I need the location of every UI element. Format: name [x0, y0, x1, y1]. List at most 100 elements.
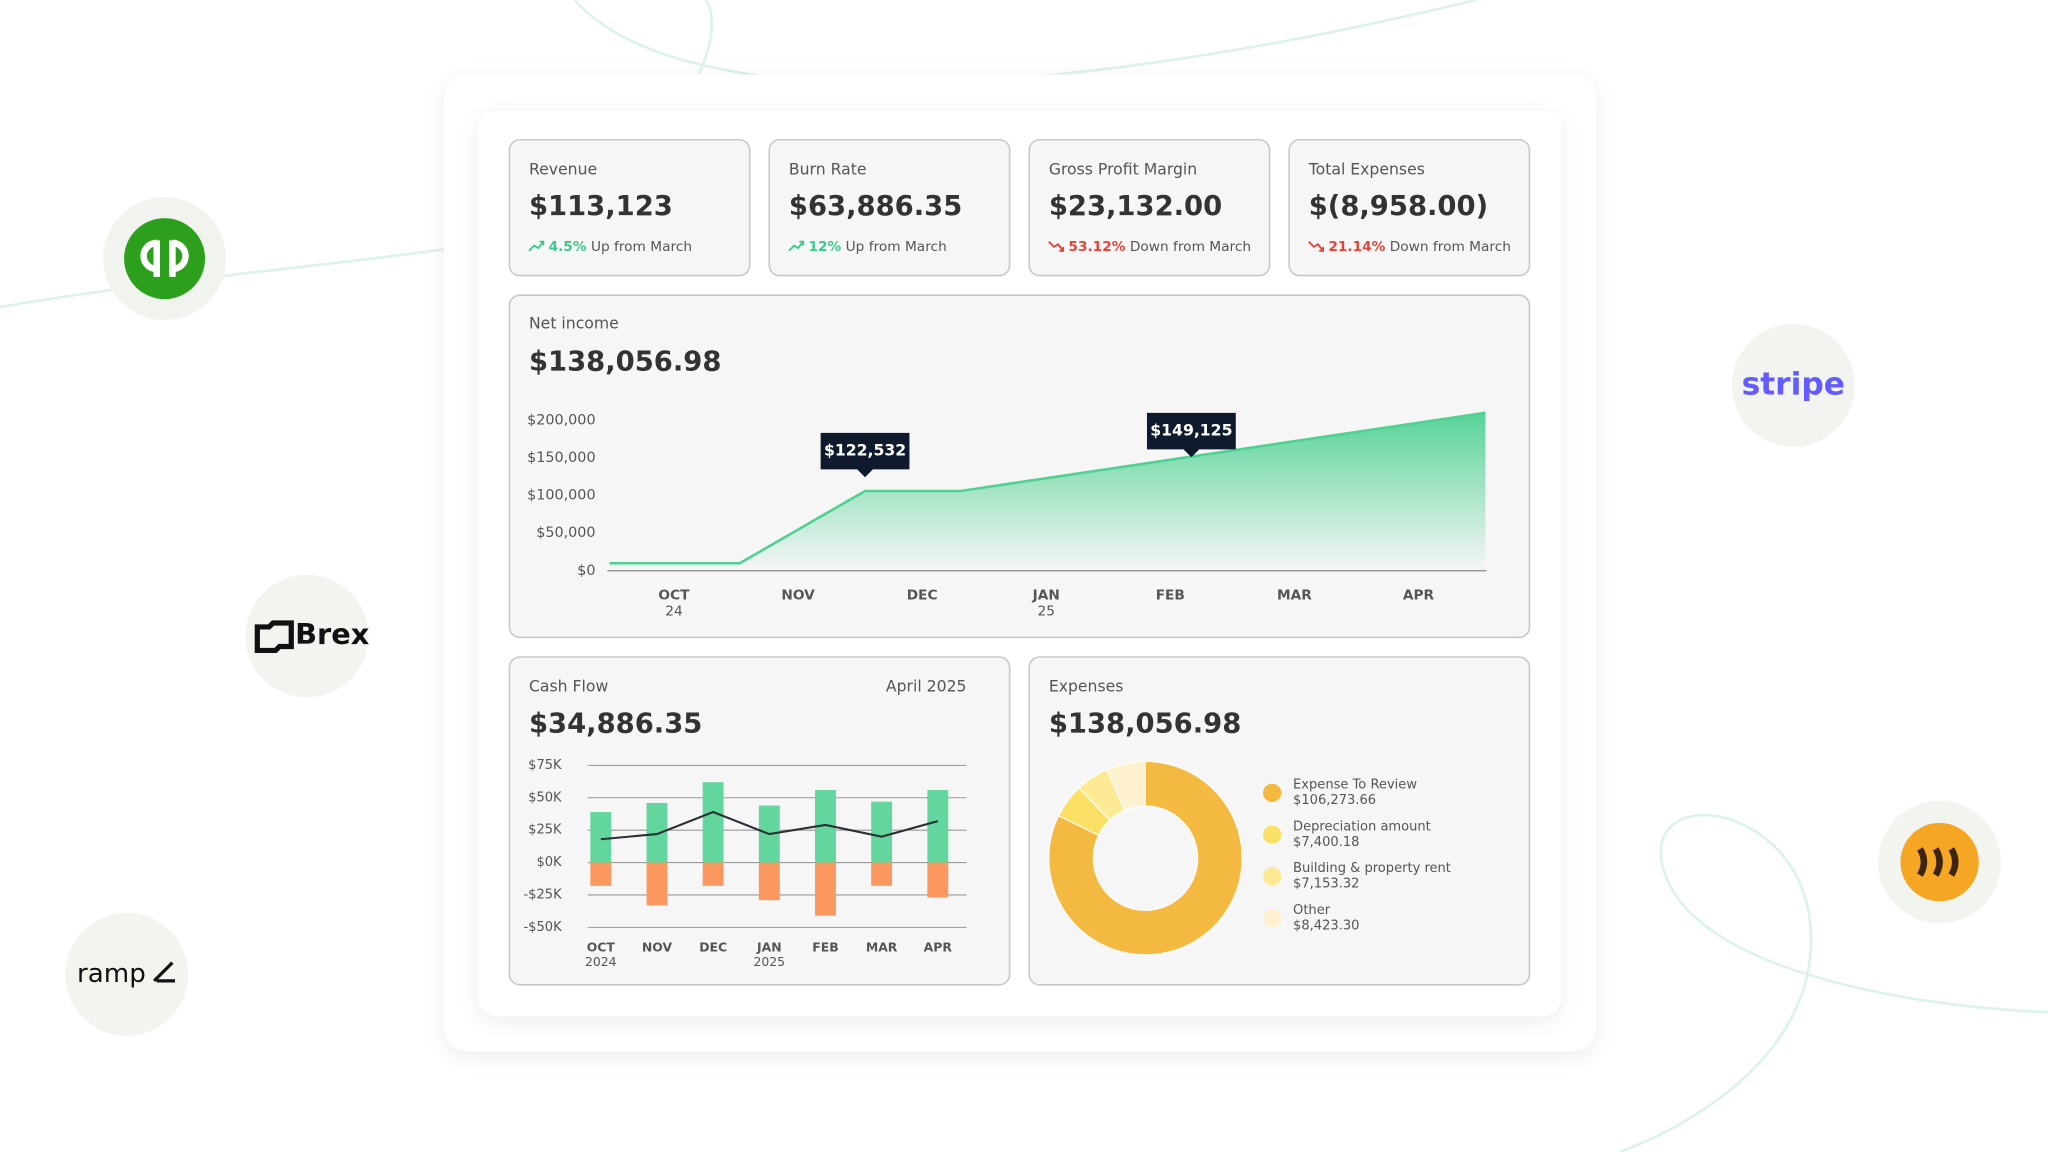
- donut-segment: [1048, 760, 1243, 956]
- line: [609, 411, 1486, 565]
- x-tick-sublabel: 2025: [754, 954, 786, 969]
- kpi-change: 12% Up from March: [808, 239, 946, 255]
- callout-box: [1146, 412, 1236, 458]
- x-tick-label: DEC: [907, 588, 938, 604]
- x-tick-label: OCT: [658, 588, 690, 604]
- trend-icon: [788, 240, 805, 252]
- change-value: 12%: [808, 239, 841, 255]
- card: [1028, 656, 1531, 986]
- bar: [758, 862, 780, 901]
- y-tick-label: $75K: [528, 758, 562, 773]
- callout-box: [820, 432, 910, 478]
- legend-label: Expense To Review: [1293, 777, 1417, 792]
- change-note: Up from March: [846, 239, 947, 255]
- bar: [646, 802, 668, 863]
- logo-bg: [65, 912, 189, 1036]
- kpi-value: $113,123: [529, 191, 673, 222]
- kpi-change: 53.12% Down from March: [1068, 239, 1251, 255]
- area: [609, 412, 1486, 571]
- legend-label: Building & property rent: [1293, 861, 1451, 876]
- callout-label: $149,125: [1150, 421, 1232, 440]
- y-tick-label: $25K: [528, 823, 562, 838]
- x-tick-sublabel: 24: [665, 603, 682, 619]
- legend-label: Other: [1293, 903, 1331, 918]
- card: [508, 138, 751, 277]
- logo-text: stripe: [1742, 366, 1845, 402]
- card: [768, 138, 1011, 277]
- x-tick-sublabel: 2024: [585, 954, 617, 969]
- x-tick-label: APR: [924, 940, 953, 955]
- change-value: 4.5%: [549, 239, 587, 255]
- bar: [927, 862, 949, 898]
- x-tick-label: JAN: [1032, 588, 1060, 604]
- trend-icon: [1048, 240, 1065, 252]
- bar: [702, 782, 724, 863]
- kpi-value: $63,886.35: [789, 191, 962, 222]
- bar: [871, 862, 893, 886]
- y-tick-label: $200,000: [527, 412, 596, 428]
- change-note: Up from March: [591, 239, 692, 255]
- card-value: $34,886.35: [529, 708, 702, 739]
- legend-dot: [1263, 909, 1282, 928]
- donut-segment: [1106, 760, 1146, 811]
- logo-brex: Brex: [245, 574, 370, 698]
- kpi-label: Burn Rate: [789, 159, 867, 178]
- logo-glyph: [254, 620, 294, 654]
- logo-quickbooks: [103, 197, 226, 320]
- x-tick-label: FEB: [812, 940, 838, 955]
- legend-dot: [1263, 867, 1282, 886]
- y-tick-label: -$25K: [523, 887, 562, 902]
- y-tick-label: $50,000: [536, 525, 595, 541]
- y-tick-label: -$50K: [523, 920, 562, 935]
- kpi-label: Revenue: [529, 159, 597, 178]
- legend-value: $7,400.18: [1293, 835, 1359, 850]
- x-tick-label: OCT: [587, 940, 616, 955]
- kpi-value: $(8,958.00): [1309, 191, 1488, 222]
- logo-glyph: [140, 239, 189, 277]
- y-tick-label: $0: [577, 563, 595, 579]
- x-tick-label: APR: [1403, 588, 1435, 604]
- card: [1028, 138, 1271, 277]
- logo-glyph: [152, 961, 176, 983]
- card-value: $138,056.98: [529, 347, 721, 378]
- curve: [1619, 813, 2048, 1152]
- logo-stripe: stripe: [1731, 323, 1855, 447]
- bar: [927, 790, 949, 863]
- kpi-label: Gross Profit Margin: [1049, 159, 1197, 178]
- trend-icon: [528, 240, 545, 252]
- logo-text: Brex: [295, 617, 370, 651]
- logo-other: [1878, 800, 2001, 924]
- y-tick-label: $50K: [528, 790, 562, 805]
- y-tick-label: $100,000: [527, 488, 596, 504]
- logo-text: ramp: [77, 959, 146, 989]
- cards: Revenue $113,123 4.5% Up from March Burn Ra…: [508, 138, 1531, 986]
- logo-bg: [1731, 323, 1855, 447]
- trend-icon: [1308, 240, 1325, 252]
- legend-value: $106,273.66: [1293, 793, 1376, 808]
- change-note: Down from March: [1390, 239, 1511, 255]
- bar: [590, 862, 612, 886]
- legend-value: $8,423.30: [1293, 919, 1359, 934]
- x-tick-label: NOV: [642, 940, 673, 955]
- legend-value: $7,153.32: [1293, 877, 1359, 892]
- change-value: 21.14%: [1328, 239, 1385, 255]
- legend-dot: [1263, 825, 1282, 844]
- card-period: April 2025: [886, 677, 967, 696]
- x-tick-sublabel: 25: [1037, 603, 1054, 619]
- logo-bg: [245, 574, 369, 698]
- y-tick-label: $150,000: [527, 450, 596, 466]
- card-value: $138,056.98: [1049, 708, 1241, 739]
- x-tick-label: NOV: [781, 588, 815, 604]
- card: [1288, 138, 1531, 277]
- kpi-change: 21.14% Down from March: [1328, 239, 1511, 255]
- bar: [815, 790, 836, 863]
- bar: [646, 862, 668, 906]
- legend-label: Depreciation amount: [1293, 819, 1431, 834]
- bar: [815, 862, 836, 916]
- bar: [590, 812, 612, 863]
- curve: [0, 240, 497, 309]
- x-tick-label: JAN: [756, 940, 782, 955]
- kpi-change: 4.5% Up from March: [549, 239, 692, 255]
